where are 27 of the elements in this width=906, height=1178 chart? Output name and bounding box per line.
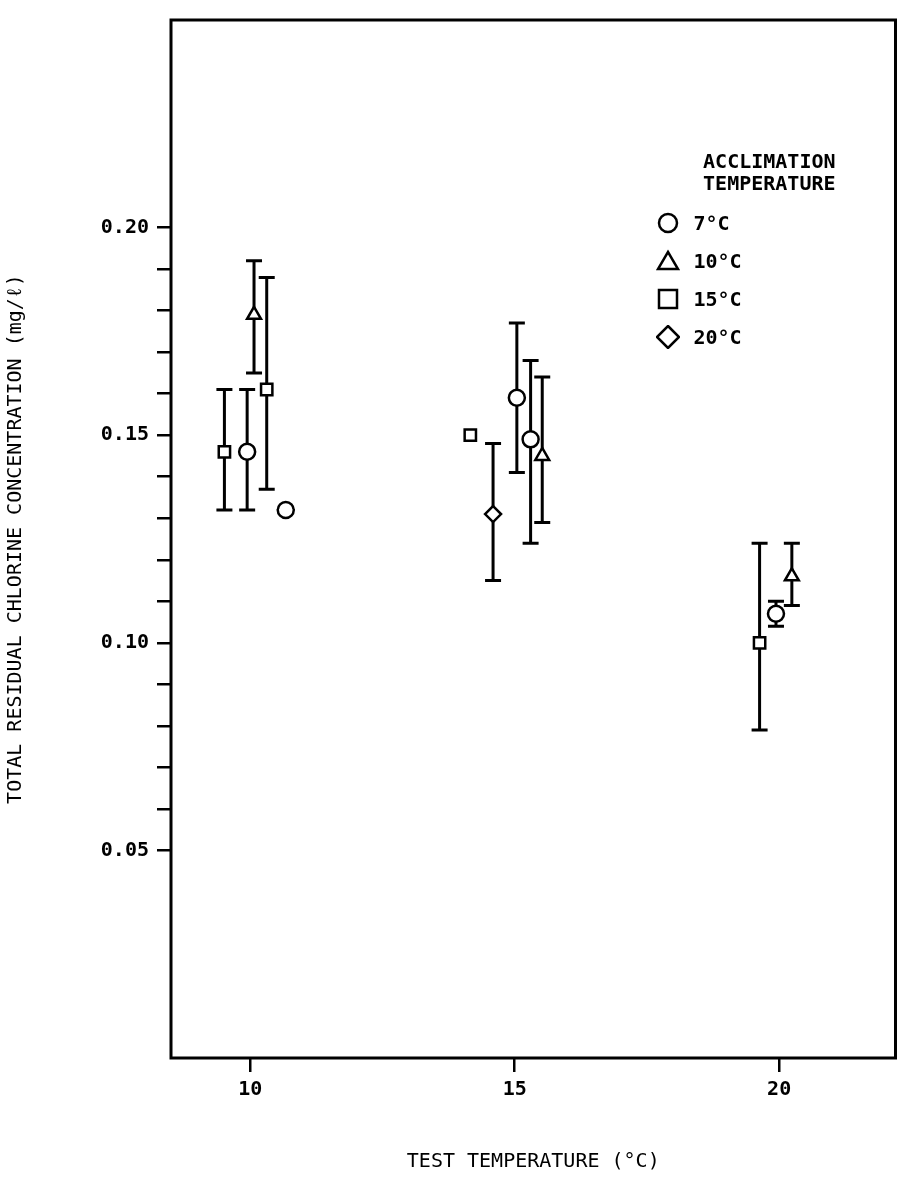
point xyxy=(237,442,257,462)
point xyxy=(463,428,478,443)
y-tick-label: 0.10 xyxy=(100,629,149,653)
point xyxy=(507,388,527,408)
point xyxy=(783,567,801,582)
x-tick-label: 20 xyxy=(767,1076,792,1101)
point xyxy=(534,446,551,462)
point xyxy=(752,635,767,650)
legend-title: ACCLIMATION TEMPERATURE xyxy=(702,149,836,195)
y-axis-title: TOTAL RESIDUAL CHLORINE CONCENTRATION (mg/ℓ) xyxy=(2,274,27,804)
y-tick-label: 0.20 xyxy=(100,213,149,238)
point xyxy=(276,500,296,520)
x-tick-label: 15 xyxy=(502,1076,527,1101)
y-tick-label: 0.05 xyxy=(100,836,149,861)
y-tick-label: 0.15 xyxy=(100,421,149,446)
point xyxy=(521,430,540,449)
legend-label: 15°C xyxy=(693,287,742,311)
point xyxy=(245,305,263,321)
point xyxy=(766,604,786,623)
legend-label: 10°C xyxy=(693,249,742,273)
legend-label: 20°C xyxy=(693,325,742,349)
x-tick-label: 10 xyxy=(238,1076,263,1101)
point xyxy=(259,382,274,397)
point xyxy=(217,444,232,459)
legend-label: 7°C xyxy=(693,211,730,235)
point xyxy=(483,504,503,524)
x-axis-title: TEST TEMPERATURE (°C) xyxy=(406,1148,660,1173)
